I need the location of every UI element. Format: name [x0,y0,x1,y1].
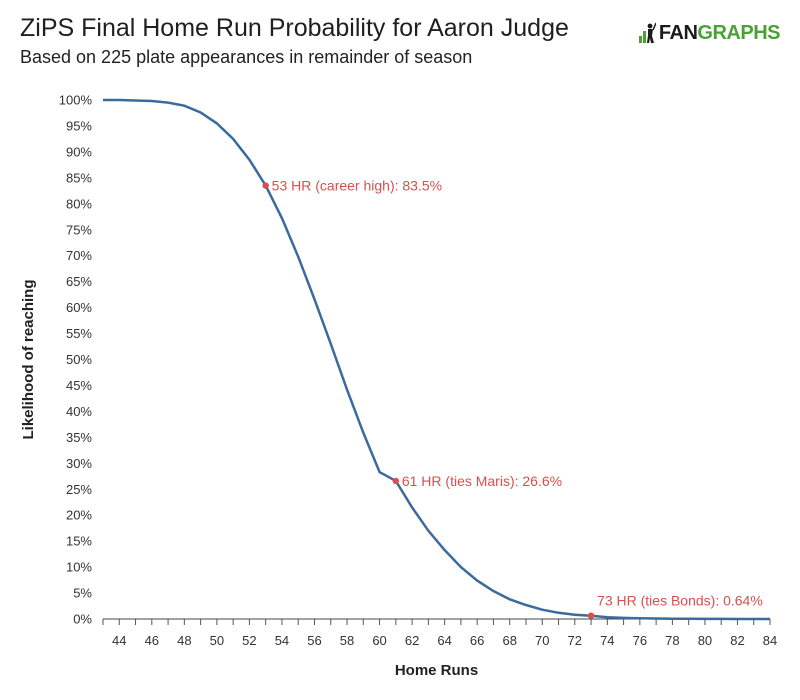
logo-wordmark: FANGRAPHS [658,21,781,45]
x-tick-label: 82 [730,633,744,648]
y-tick-label: 95% [66,118,92,133]
y-tick-label: 0% [73,612,92,627]
x-tick-label: 56 [307,633,321,648]
chart-subtitle: Based on 225 plate appearances in remain… [20,47,473,67]
y-tick-label: 90% [66,144,92,159]
annotation-point [392,477,400,485]
x-tick-label: 70 [535,633,549,648]
x-tick-label: 72 [568,633,582,648]
series-line-probability [103,98,770,621]
annotation-point [587,612,595,619]
y-tick-label: 55% [66,326,92,341]
logo-text-fan: FAN [658,21,698,44]
x-tick-label: 44 [112,633,126,648]
x-tick-label: 50 [210,633,224,648]
y-tick-label: 10% [66,560,92,575]
y-tick-label: 75% [66,222,92,237]
x-tick-label: 60 [372,633,386,648]
x-tick-label: 84 [763,633,777,648]
y-tick-label: 85% [66,170,92,185]
x-tick-label: 78 [665,633,679,648]
y-tick-label: 35% [66,430,92,445]
x-tick-label: 54 [275,633,289,648]
y-tick-label: 100% [59,93,93,108]
x-tick-label: 74 [600,633,614,648]
annotation-label: 53 HR (career high): 83.5% [272,178,442,194]
y-tick-label: 70% [66,248,92,263]
annotation-label: 61 HR (ties Maris): 26.6% [402,473,562,489]
x-tick-label: 48 [177,633,191,648]
x-tick-label: 64 [437,633,451,648]
y-tick-label: 5% [73,586,92,601]
x-axis: 44 46 48 50 52 54 56 58 60 62 64 66 68 70 72 74 76 78 80 82… [102,619,777,648]
y-tick-label: 25% [66,482,92,497]
x-tick-label: 52 [242,633,256,648]
y-tick-label: 15% [66,534,92,549]
x-tick-label: 68 [502,633,516,648]
x-tick-label: 46 [145,633,159,648]
x-tick-label: 58 [340,633,354,648]
y-axis: 0% 5% 10% 15% 20% 25% 30% 35% 40% 45% 50% 55% 60% 65%… [59,93,93,627]
y-tick-label: 50% [66,352,92,367]
fangraphs-logo[interactable]: FANGRAPHS [638,20,780,46]
y-tick-label: 65% [66,274,92,289]
y-tick-label: 30% [66,456,92,471]
y-axis-label: Likelihood of reaching [20,279,37,439]
x-tick-label: 80 [698,633,712,648]
annotation-point [262,182,269,189]
y-tick-label: 40% [66,404,92,419]
y-tick-label: 80% [66,196,92,211]
x-tick-label: 62 [405,633,419,648]
chart-title: ZiPS Final Home Run Probability for Aaro… [20,14,569,42]
x-tick-label: 66 [470,633,484,648]
x-tick-label: 76 [633,633,647,648]
y-tick-label: 60% [66,300,92,315]
annotation-label: 73 HR (ties Bonds): 0.64% [597,593,763,609]
batter-silhouette-icon [638,22,657,44]
y-tick-label: 20% [66,508,92,523]
annotations: 53 HR (career high): 83.5% 61 HR (ties Ma… [262,178,763,619]
x-axis-label: Home Runs [395,662,478,679]
logo-text-graphs: GRAPHS [697,21,780,44]
y-tick-label: 45% [66,378,92,393]
